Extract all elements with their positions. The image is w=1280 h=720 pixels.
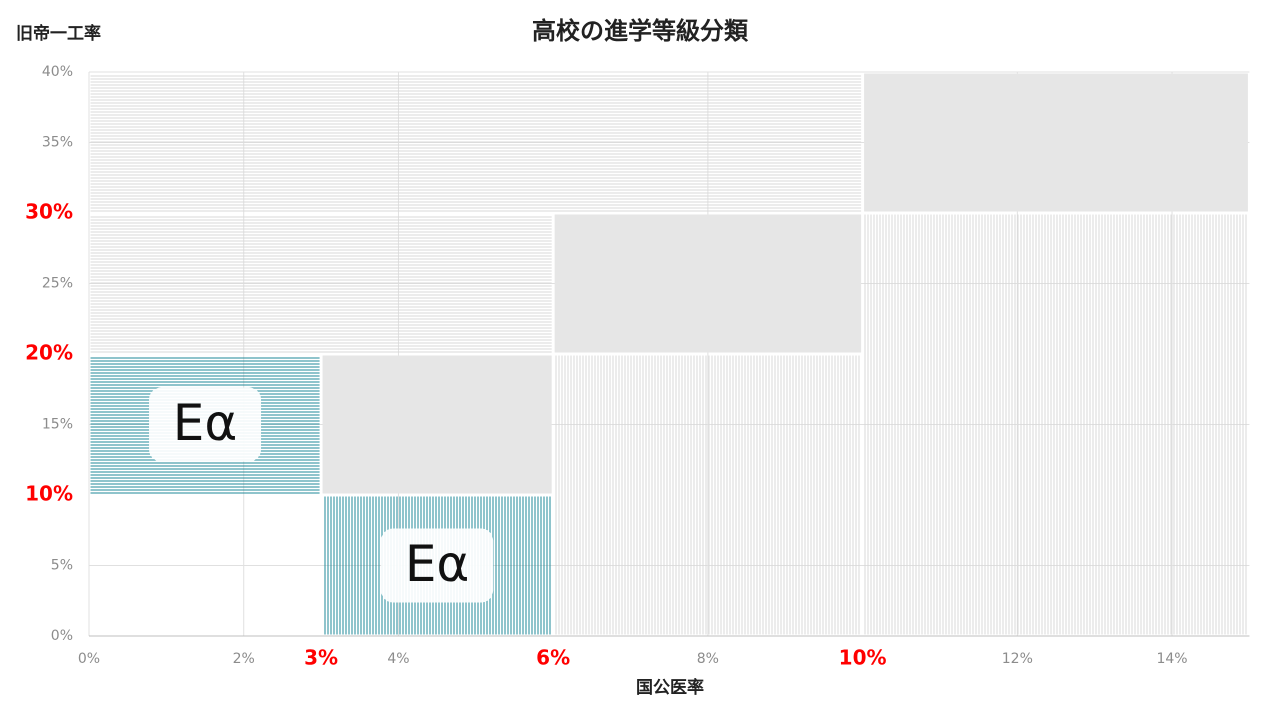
y-tick-label: 5% [51, 558, 73, 574]
region-label: Eα [405, 535, 470, 593]
x-axis-label: 国公医率 [636, 677, 704, 698]
y-tick-label: 35% [42, 135, 73, 151]
region [90, 214, 552, 353]
y-tick-label: 20% [25, 341, 73, 365]
x-tick-label: 8% [697, 651, 719, 667]
x-tick-label: 4% [387, 651, 409, 667]
y-tick-label: 0% [51, 628, 73, 644]
x-tick-label: 12% [1002, 651, 1033, 667]
region-label: Eα [173, 394, 238, 452]
x-tick-label: 10% [839, 646, 887, 670]
region [554, 355, 862, 635]
y-tick-label: 40% [42, 64, 73, 80]
region [554, 214, 862, 353]
region [864, 73, 1248, 212]
x-tick-label: 0% [78, 651, 100, 667]
x-tick-label: 6% [536, 646, 570, 670]
chart-title: 高校の進学等級分類 [532, 17, 749, 45]
y-axis-label: 旧帝一工率 [16, 23, 101, 44]
y-tick-label: 25% [42, 276, 73, 292]
x-tick-label: 2% [233, 651, 255, 667]
region [90, 73, 862, 212]
y-tick-label: 30% [25, 200, 73, 224]
y-tick-label: 15% [42, 417, 73, 433]
x-tick-label: 14% [1156, 651, 1187, 667]
y-tick-label: 10% [25, 482, 73, 506]
label-box [149, 387, 262, 462]
region [864, 214, 1248, 635]
label-box [381, 528, 494, 603]
x-tick-label: 3% [304, 646, 338, 670]
region [322, 355, 552, 494]
